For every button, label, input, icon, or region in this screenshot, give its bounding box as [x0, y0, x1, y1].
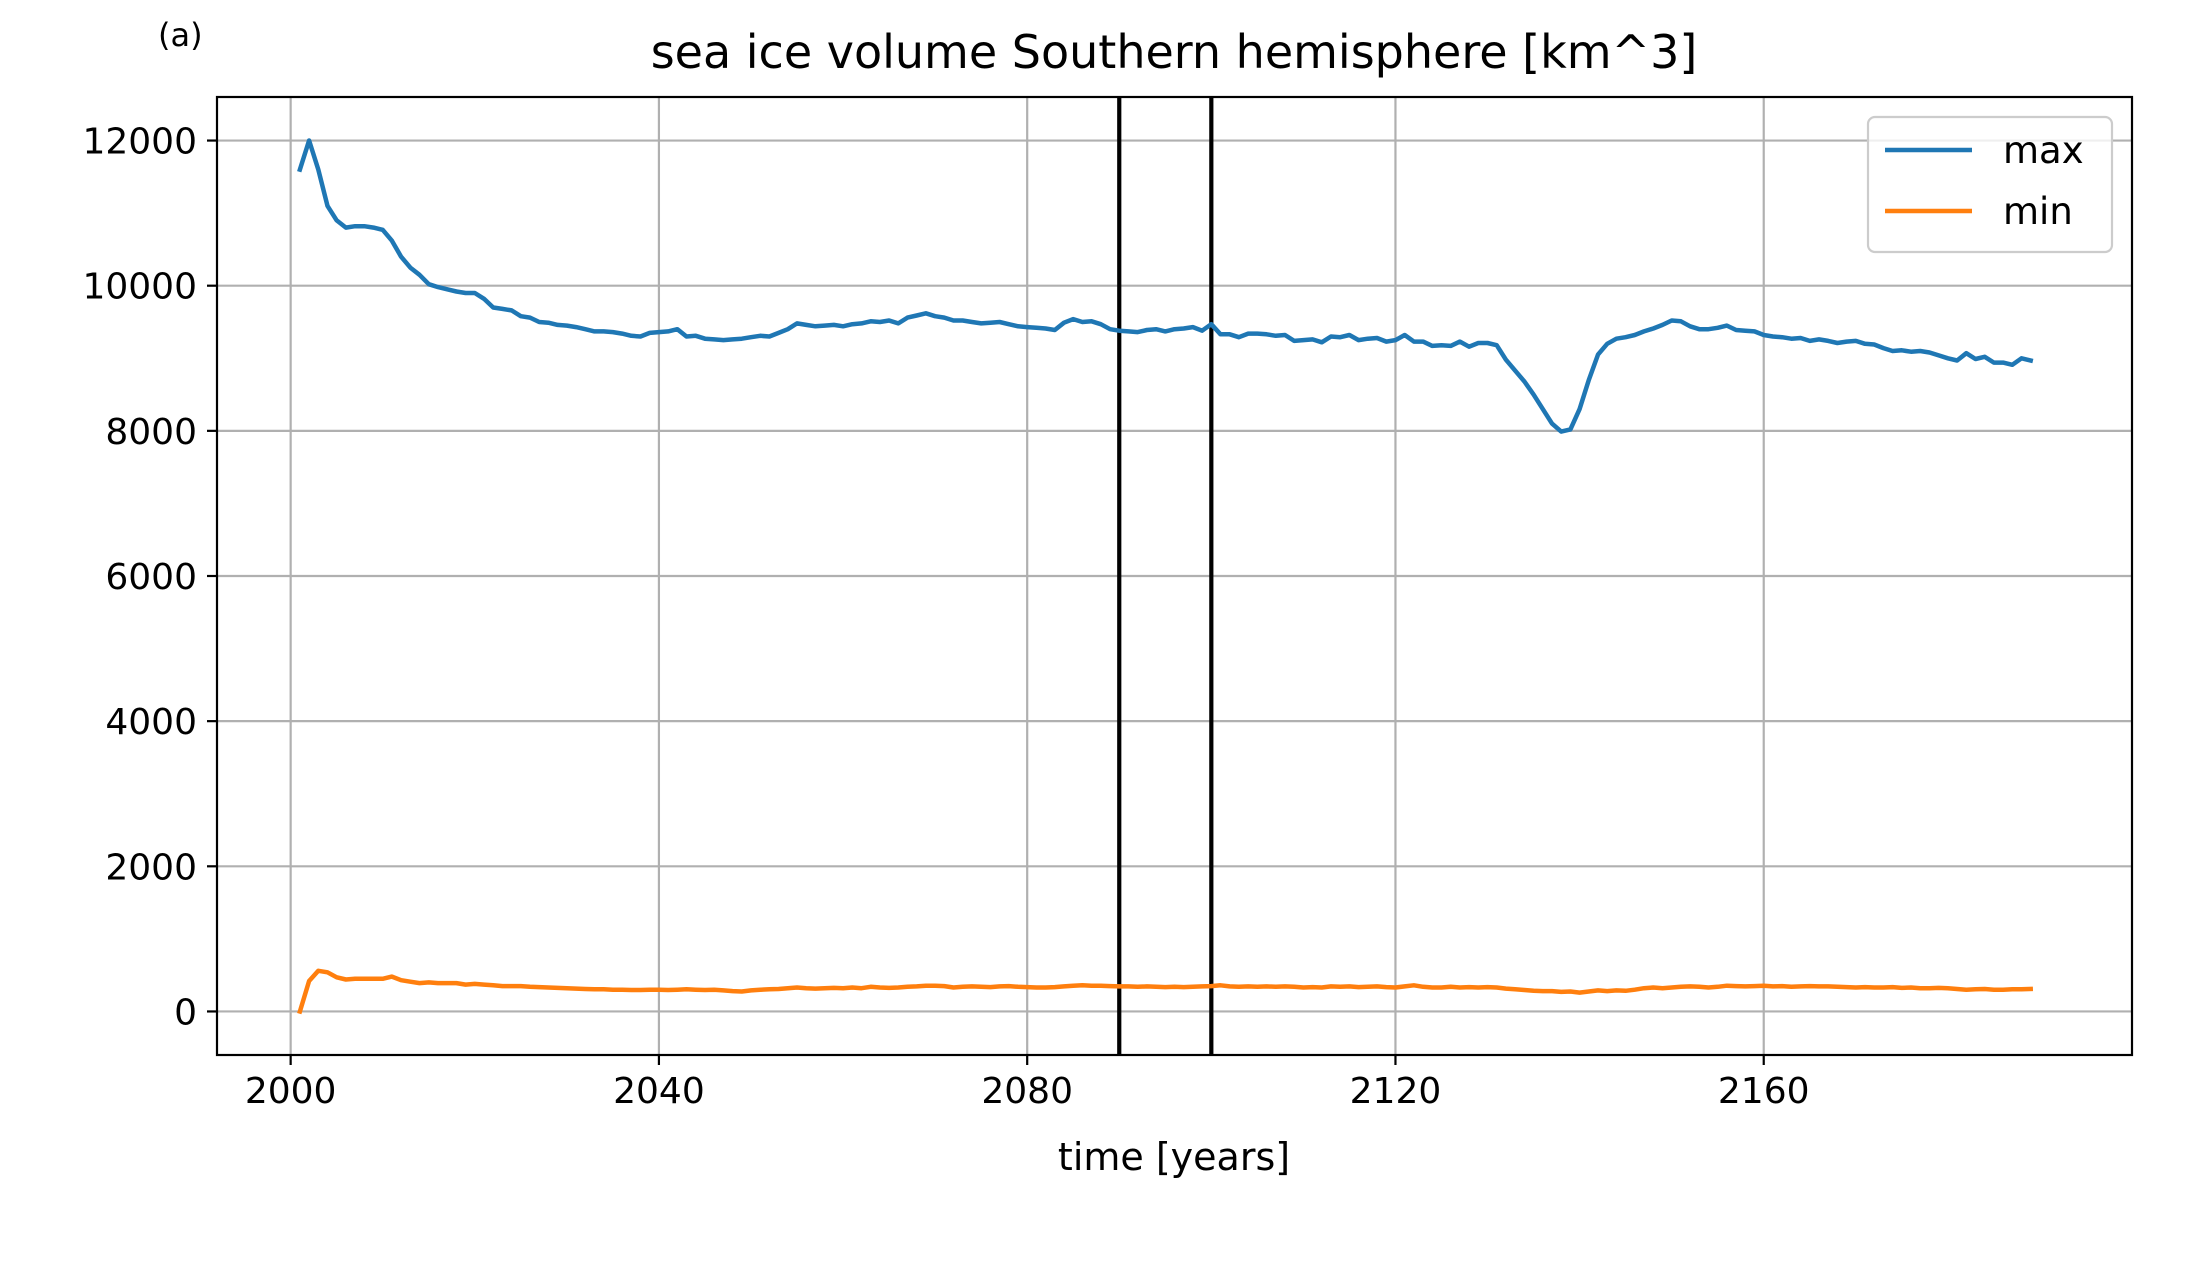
y-tick-label: 2000 [105, 847, 197, 888]
axis-ticks: 2000 2040 2080 2120 2160 0 2000 4000 6000 8000 100… [82, 122, 1809, 1112]
series-line-min [297, 968, 2034, 1015]
legend-label-max: max [2003, 129, 2084, 172]
y-tick-label: 12000 [82, 122, 197, 163]
y-tick-label: 0 [174, 992, 197, 1033]
y-tick-label: 10000 [82, 267, 197, 308]
data-series [297, 138, 2034, 1015]
x-tick-label: 2040 [613, 1071, 705, 1112]
x-tick-label: 2160 [1718, 1071, 1810, 1112]
legend: max min [1866, 115, 2114, 254]
y-tick-label: 8000 [105, 412, 197, 453]
series-line-max [297, 138, 2034, 434]
x-axis-label: time [years] [1058, 1135, 1290, 1179]
reference-lines [1117, 97, 1214, 1055]
y-tick-label: 4000 [105, 702, 197, 743]
y-tick-label: 6000 [105, 557, 197, 598]
x-tick-label: 2080 [981, 1071, 1073, 1112]
x-tick-label: 2120 [1350, 1071, 1442, 1112]
panel-label: (a) [158, 16, 203, 54]
chart-title: sea ice volume Southern hemisphere [km^3… [651, 25, 1698, 79]
legend-label-min: min [2003, 190, 2073, 233]
x-tick-label: 2000 [245, 1071, 337, 1112]
gridlines [217, 97, 2132, 1055]
